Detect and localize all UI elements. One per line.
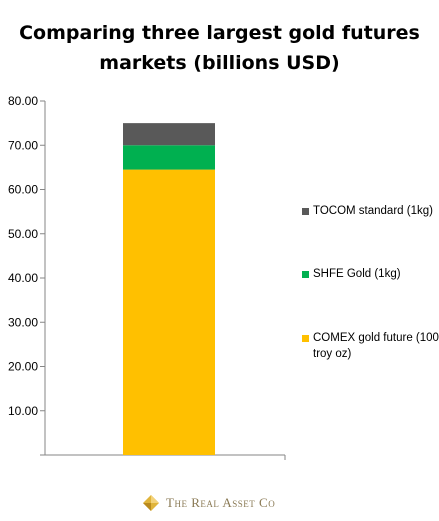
chart-title-line-2: markets (billions USD) xyxy=(99,52,340,74)
legend-label-tocom: TOCOM standard (1kg) xyxy=(313,205,433,217)
y-tick-label: 40.00 xyxy=(8,271,38,285)
y-tick-label: 50.00 xyxy=(8,227,38,241)
bar-segment-1 xyxy=(123,145,215,170)
bar-segment-2 xyxy=(123,123,215,146)
legend-label-comex: COMEX gold future (100 troy oz) xyxy=(313,332,439,360)
legend-swatch-comex xyxy=(302,335,309,342)
y-tick-label: 20.00 xyxy=(8,360,38,374)
legend-swatch-tocom xyxy=(302,208,309,215)
y-tick-label: 70.00 xyxy=(8,138,38,152)
legend-label-shfe: SHFE Gold (1kg) xyxy=(313,268,401,280)
footer-brand: The Real Asset Co xyxy=(142,494,275,512)
chart-title-line-1: Comparing three largest gold futures xyxy=(19,22,420,44)
y-tick-label: 80.00 xyxy=(8,94,38,108)
y-tick-label: 30.00 xyxy=(8,315,38,329)
gold-diamond-logo-icon xyxy=(143,495,159,511)
y-tick-label: 60.00 xyxy=(8,183,38,197)
chart-bars xyxy=(123,123,215,455)
legend-swatch-shfe xyxy=(302,271,309,278)
bar-segment-0 xyxy=(123,169,215,455)
y-tick-label: 10.00 xyxy=(8,404,38,418)
chart-axes: 10.00 20.00 30.00 40.00 50.00 60.00 70.00 80.00 xyxy=(8,94,286,460)
chart-title: Comparing three largest gold futures mar… xyxy=(0,18,439,78)
footer-brand-text: The Real Asset Co xyxy=(166,495,276,510)
